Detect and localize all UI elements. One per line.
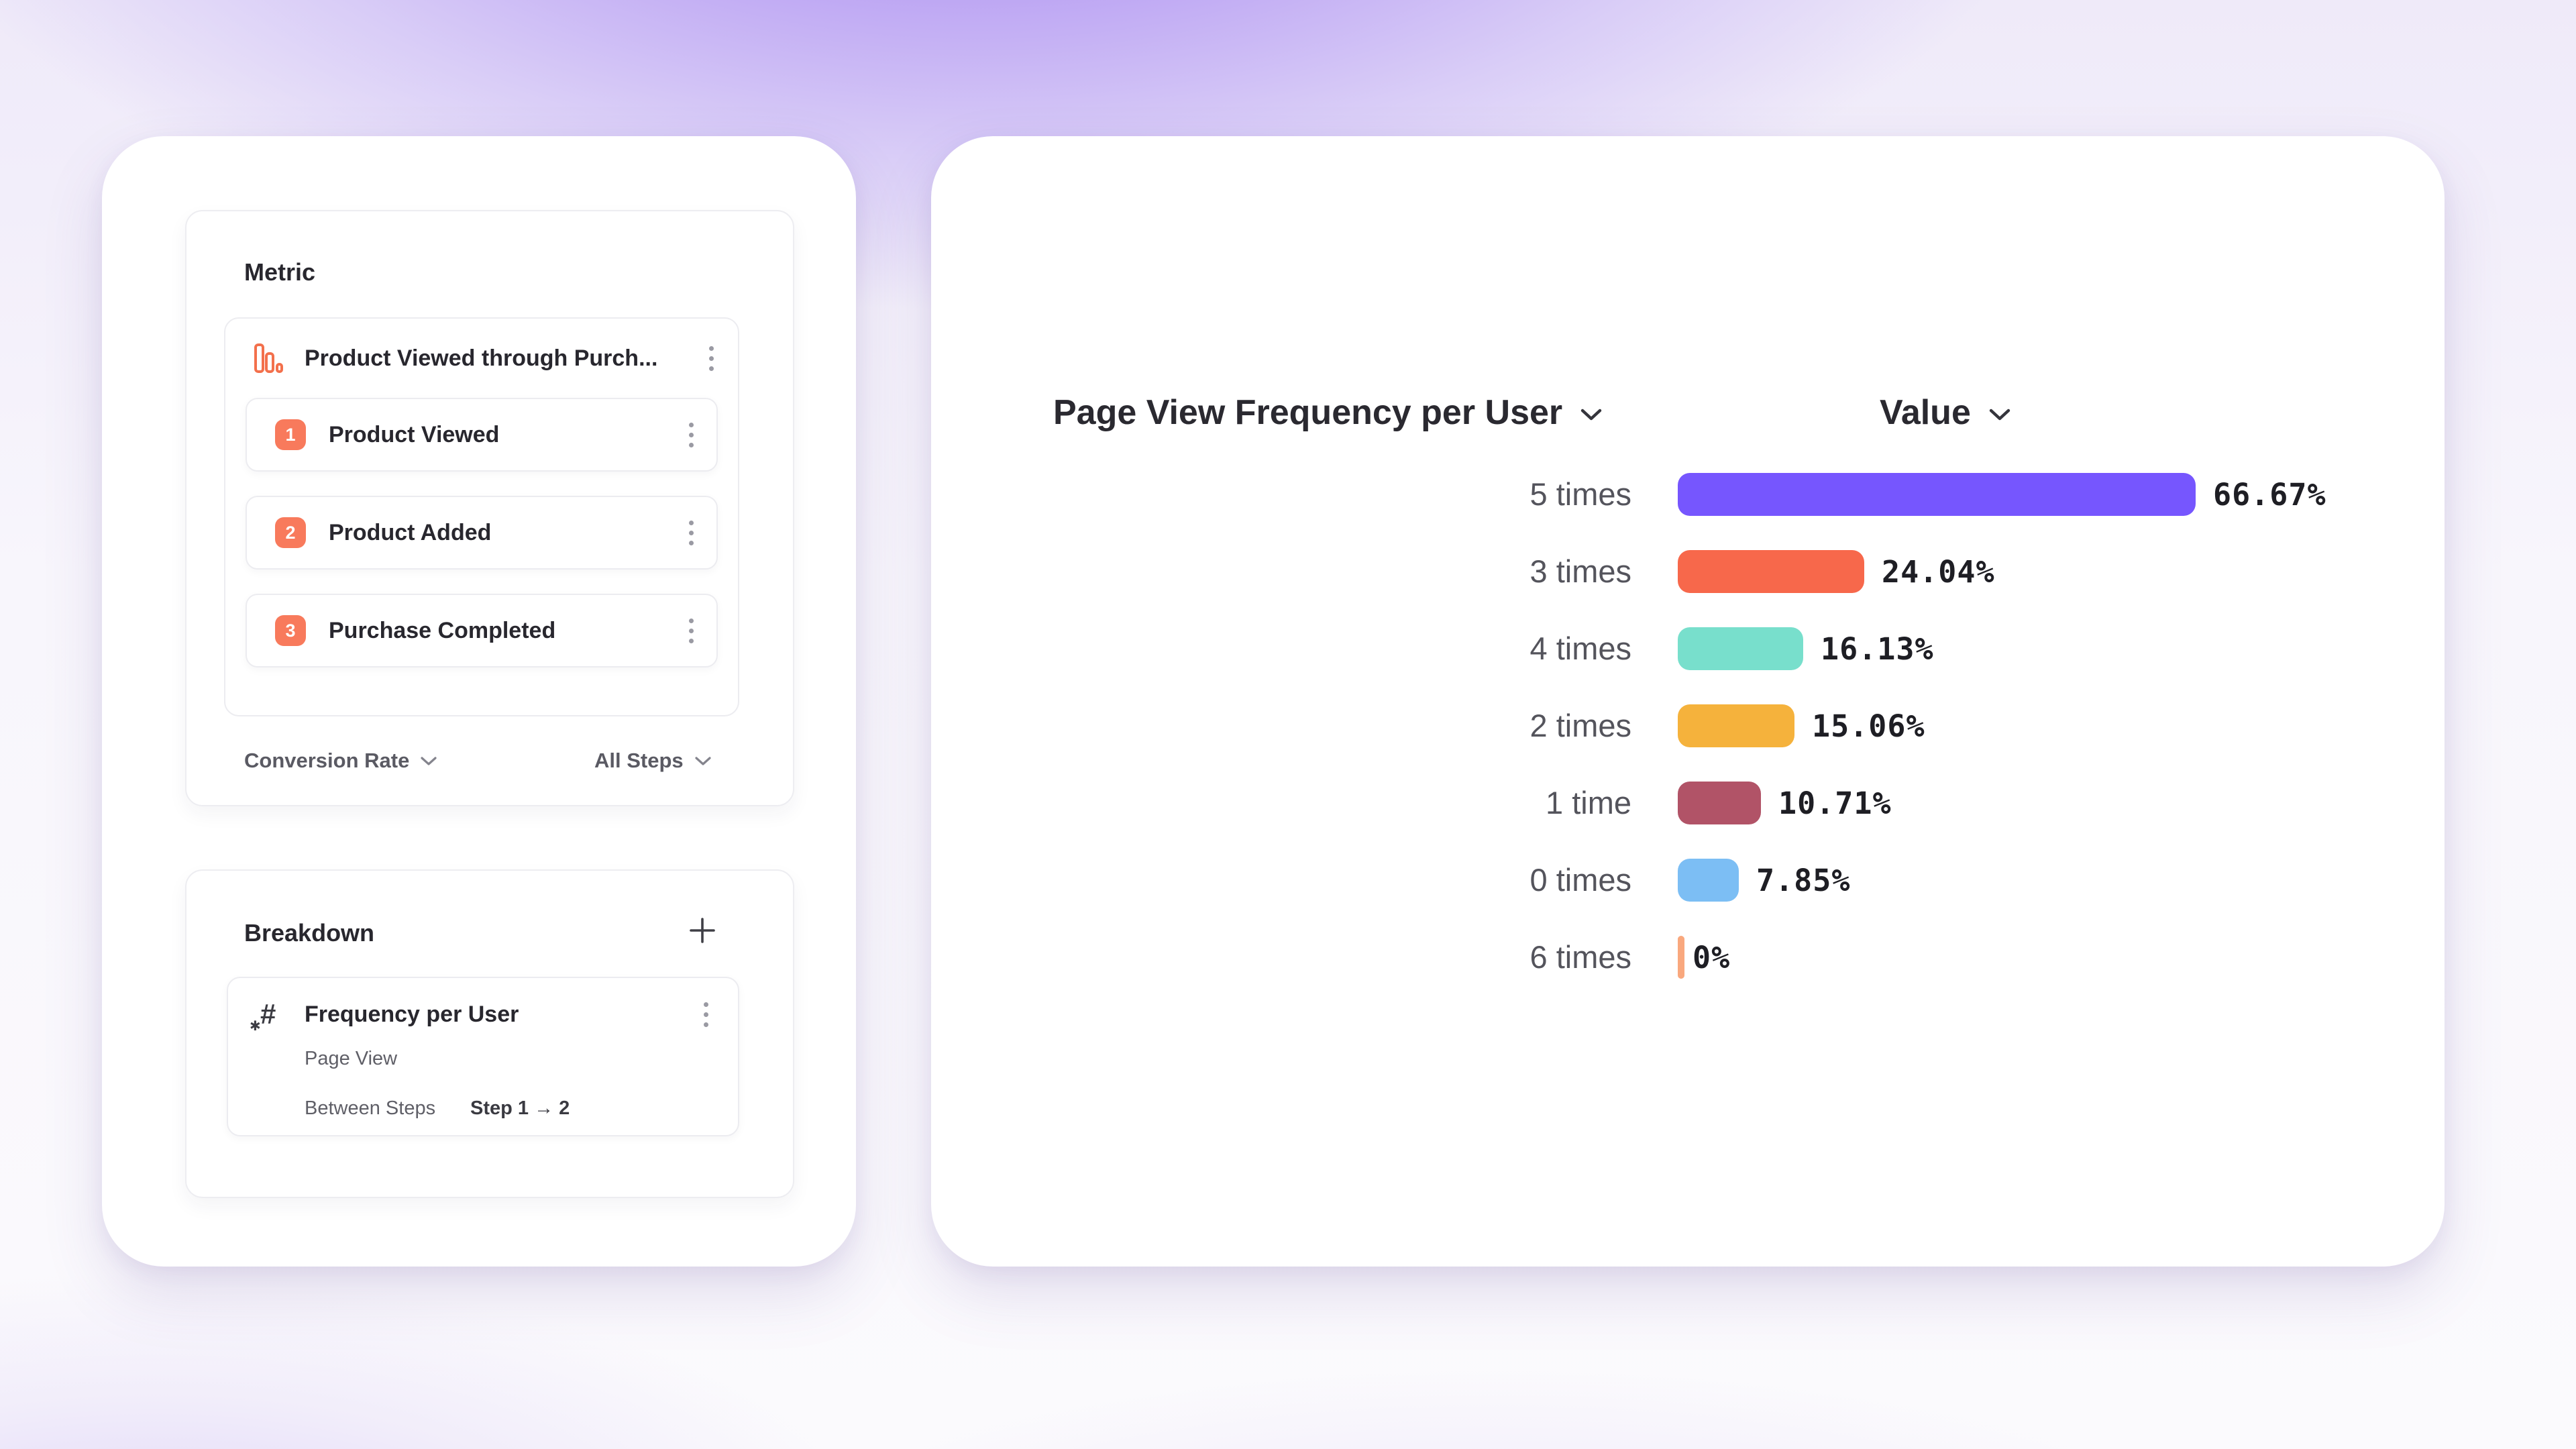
conversion-rate-label: Conversion Rate — [244, 749, 410, 772]
chart-title-dropdown[interactable]: Page View Frequency per User — [1053, 392, 1603, 433]
category-label: 6 times — [1529, 939, 1632, 975]
chart-row: 2 times 15.06% — [931, 704, 2445, 747]
category-label: 5 times — [1529, 476, 1632, 512]
metric-name: Product Viewed through Purch... — [305, 345, 658, 371]
breakdown-between-steps: Between Steps Step 1 → 2 — [305, 1097, 570, 1120]
category-label: 2 times — [1529, 708, 1632, 743]
chart-panel: Page View Frequency per User Value 5 tim… — [931, 136, 2445, 1267]
funnel-metric-group: Product Viewed through Purch... 1 Product… — [224, 317, 739, 716]
category-label: 4 times — [1529, 631, 1632, 666]
all-steps-dropdown[interactable]: All Steps — [594, 749, 712, 773]
between-steps-value: Step 1 → 2 — [470, 1097, 570, 1119]
bar[interactable] — [1678, 627, 1803, 670]
category-label: 1 time — [1546, 785, 1631, 820]
bar[interactable] — [1678, 936, 1684, 979]
step-number-badge: 2 — [275, 517, 306, 548]
builder-panel: Metric Product Viewed through Purch... 1… — [102, 136, 856, 1267]
plus-icon[interactable] — [687, 915, 718, 946]
funnel-steps-list: 1 Product Viewed 2 Product Added 3 Purchase C… — [225, 398, 738, 667]
step-label: Product Added — [329, 519, 492, 545]
chevron-down-icon — [1580, 409, 1602, 421]
chart-title: Page View Frequency per User — [1053, 393, 1563, 432]
kebab-menu-icon[interactable] — [689, 618, 694, 643]
step-label: Purchase Completed — [329, 617, 556, 643]
breakdown-event: Page View — [305, 1048, 398, 1069]
chart-row: 4 times 16.13% — [931, 627, 2445, 670]
bar[interactable] — [1678, 782, 1761, 824]
value-label: 24.04% — [1882, 554, 1995, 590]
funnel-metric-header[interactable]: Product Viewed through Purch... — [225, 319, 738, 398]
kebab-menu-icon[interactable] — [709, 345, 714, 371]
value-label: 15.06% — [1812, 708, 1925, 744]
chart-row: 6 times 0% — [931, 936, 2445, 979]
hash-number-icon: # ✱ — [250, 998, 276, 1034]
bar-chart: 5 times 66.67% 3 times 24.04% 4 times 16.13% 2… — [931, 136, 2445, 1267]
funnel-step-row[interactable]: 3 Purchase Completed — [246, 594, 718, 667]
chevron-down-icon — [695, 756, 711, 765]
conversion-rate-dropdown[interactable]: Conversion Rate — [244, 749, 437, 773]
metric-section-title: Metric — [244, 258, 316, 286]
bar[interactable] — [1678, 859, 1739, 902]
funnel-step-row[interactable]: 1 Product Viewed — [246, 398, 718, 472]
kebab-menu-icon[interactable] — [704, 1002, 708, 1027]
chart-row: 0 times 7.85% — [931, 859, 2445, 902]
chevron-down-icon — [1989, 409, 2010, 421]
step-number-badge: 1 — [275, 419, 306, 450]
funnel-step-row[interactable]: 2 Product Added — [246, 496, 718, 570]
step-label: Product Viewed — [329, 421, 500, 447]
chart-row: 5 times 66.67% — [931, 473, 2445, 516]
breakdown-item-header: # ✱ Frequency per User — [228, 993, 738, 1036]
bar[interactable] — [1678, 550, 1864, 593]
bar[interactable] — [1678, 704, 1794, 747]
metric-card: Metric Product Viewed through Purch... 1… — [185, 210, 794, 806]
chevron-down-icon — [421, 756, 437, 765]
funnel-chart-icon — [254, 343, 283, 373]
category-label: 0 times — [1529, 862, 1632, 898]
value-label: 16.13% — [1821, 631, 1934, 667]
value-label: 10.71% — [1778, 786, 1892, 821]
value-label: 66.67% — [2213, 477, 2326, 513]
all-steps-label: All Steps — [594, 749, 684, 772]
chart-value-dropdown[interactable]: Value — [1880, 392, 2011, 433]
breakdown-section-title: Breakdown — [244, 919, 375, 947]
breakdown-card: Breakdown # ✱ Frequency per User Page Vie… — [185, 869, 794, 1198]
metric-footer: Conversion Rate All Steps — [186, 716, 793, 805]
value-label: 7.85% — [1756, 863, 1851, 898]
value-label: 0% — [1693, 940, 1731, 975]
breakdown-item[interactable]: # ✱ Frequency per User Page View Between … — [227, 977, 739, 1136]
breakdown-name: Frequency per User — [305, 1001, 519, 1027]
value-header: Value — [1880, 393, 1971, 432]
step-number-badge: 3 — [275, 615, 306, 646]
bar[interactable] — [1678, 473, 2196, 516]
category-label: 3 times — [1529, 553, 1632, 589]
between-steps-label: Between Steps — [305, 1097, 436, 1119]
chart-row: 3 times 24.04% — [931, 550, 2445, 593]
kebab-menu-icon[interactable] — [689, 520, 694, 545]
kebab-menu-icon[interactable] — [689, 422, 694, 447]
chart-row: 1 time 10.71% — [931, 782, 2445, 824]
